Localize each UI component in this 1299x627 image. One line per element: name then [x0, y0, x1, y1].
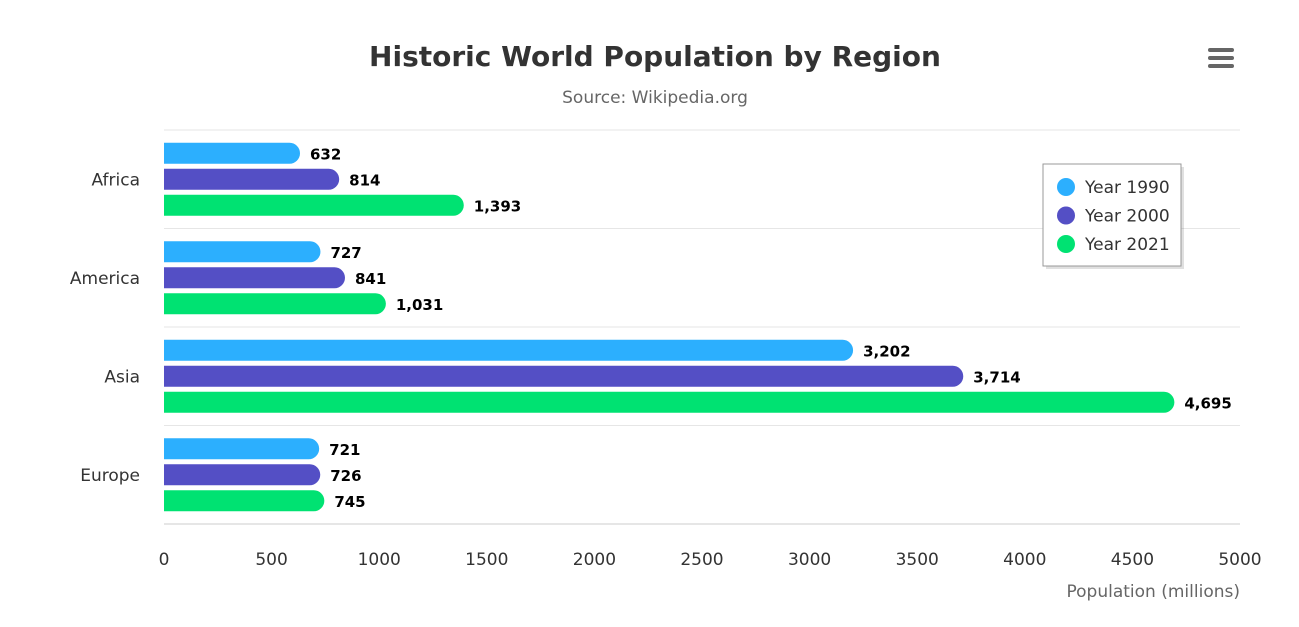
y-axis: Africa America Asia Europe — [70, 170, 140, 486]
legend-label: Year 2021 — [1084, 235, 1170, 255]
x-tick-label: 2500 — [680, 550, 723, 570]
y-tick-label: Asia — [104, 367, 140, 387]
bar[interactable] — [164, 339, 854, 361]
x-axis: 0 500 1000 1500 2000 2500 3000 3500 4000 4500 5000 — [159, 550, 1262, 570]
legend-label: Year 1990 — [1084, 178, 1170, 198]
x-tick-label: 4000 — [1003, 550, 1046, 570]
legend: Year 1990 Year 2000 Year 2021 — [1042, 163, 1184, 269]
x-tick-label: 3500 — [896, 550, 939, 570]
data-label: 721 — [329, 441, 360, 459]
x-tick-label: 1000 — [358, 550, 401, 570]
bar[interactable] — [164, 168, 340, 190]
data-label: 814 — [349, 171, 380, 189]
data-label: 745 — [334, 493, 365, 511]
data-label: 3,714 — [973, 368, 1020, 386]
x-axis-title: Population (millions) — [1067, 582, 1240, 602]
bar[interactable] — [164, 490, 325, 512]
bar[interactable] — [164, 391, 1175, 413]
y-tick-label: Europe — [80, 466, 140, 486]
data-labels-group: 632 727 3,202 721 814 841 3,714 726 1,393 1,031 4,… — [310, 145, 1232, 511]
bar[interactable] — [164, 194, 464, 216]
legend-item[interactable]: Year 2000 — [1057, 206, 1170, 227]
y-tick-label: America — [70, 269, 140, 289]
bars-group — [164, 142, 1175, 512]
data-label: 841 — [355, 270, 386, 288]
chart-title: Historic World Population by Region — [369, 40, 941, 73]
legend-marker — [1057, 178, 1075, 196]
legend-label: Year 2000 — [1084, 207, 1170, 227]
x-tick-label: 4500 — [1111, 550, 1154, 570]
chart-context-menu-button[interactable] — [1198, 42, 1244, 76]
data-label: 3,202 — [863, 342, 910, 360]
data-label: 4,695 — [1184, 394, 1231, 412]
legend-marker — [1057, 206, 1075, 225]
data-label: 632 — [310, 145, 341, 163]
legend-item[interactable]: Year 2021 — [1057, 235, 1170, 255]
hamburger-menu-icon — [1208, 48, 1234, 68]
y-tick-label: Africa — [92, 170, 141, 190]
x-tick-label: 0 — [159, 550, 170, 570]
x-tick-label: 1500 — [465, 550, 508, 570]
bar[interactable] — [164, 142, 301, 164]
data-label: 727 — [330, 244, 361, 262]
data-label: 726 — [330, 467, 361, 485]
x-tick-label: 2000 — [573, 550, 616, 570]
bar[interactable] — [164, 464, 321, 486]
x-tick-label: 500 — [255, 550, 287, 570]
x-tick-label: 3000 — [788, 550, 831, 570]
bar[interactable] — [164, 438, 320, 460]
bar[interactable] — [164, 293, 386, 315]
data-label: 1,393 — [474, 197, 521, 215]
bar[interactable] — [164, 267, 345, 289]
data-label: 1,031 — [396, 296, 443, 314]
legend-item[interactable]: Year 1990 — [1057, 178, 1170, 198]
bar[interactable] — [164, 365, 964, 387]
bar[interactable] — [164, 241, 321, 263]
chart-subtitle: Source: Wikipedia.org — [562, 88, 748, 108]
legend-marker — [1057, 235, 1075, 253]
x-tick-label: 5000 — [1218, 550, 1261, 570]
